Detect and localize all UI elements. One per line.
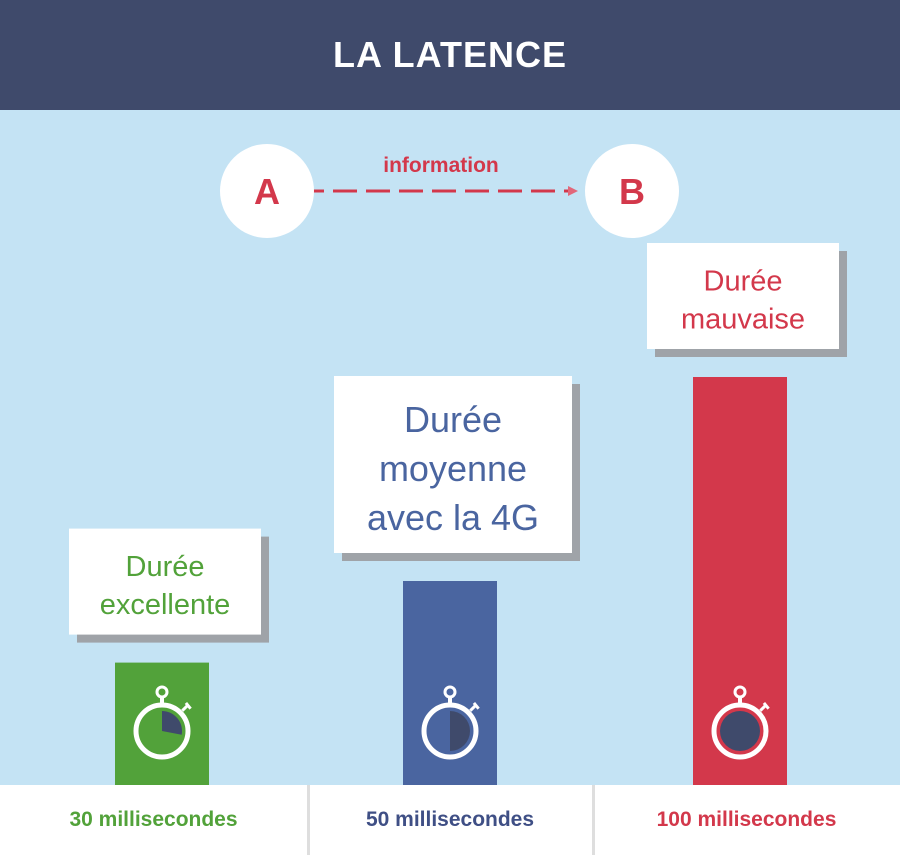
footer-divider bbox=[592, 785, 595, 855]
stopwatch-icon-2 bbox=[421, 685, 480, 760]
point-b-label: B bbox=[619, 171, 645, 212]
stopwatch-icon-3 bbox=[711, 685, 770, 760]
bar-label-1-line-1: Durée bbox=[126, 551, 205, 583]
bar-label-3-line-2: mauvaise bbox=[681, 304, 805, 336]
footer-divider bbox=[307, 785, 310, 855]
point-a-circle bbox=[220, 144, 314, 238]
bar-label-2-line-1: Durée bbox=[404, 399, 502, 440]
point-b-circle bbox=[585, 144, 679, 238]
label-box-3 bbox=[647, 243, 839, 349]
bar-2 bbox=[403, 581, 497, 785]
footer-values: 30 millisecondes 50 millisecondes 100 mill… bbox=[0, 785, 900, 855]
footer-value-2: 50 millisecondes bbox=[365, 808, 535, 831]
bar-label-1-line-2: excellente bbox=[100, 589, 231, 621]
header-banner: LA LATENCE bbox=[0, 0, 900, 110]
point-a-label: A bbox=[254, 171, 280, 212]
footer-value-1: 30 millisecondes bbox=[69, 808, 238, 831]
bar-label-3-line-1: Durée bbox=[704, 266, 783, 298]
bar-label-2-line-2: moyenne bbox=[379, 448, 527, 489]
bar-labels: Durée excellente Durée moyenne avec la 4G Dur… bbox=[69, 243, 847, 643]
page-title: LA LATENCE bbox=[333, 34, 567, 75]
bars bbox=[115, 377, 787, 785]
stopwatch-icon-1 bbox=[133, 685, 192, 760]
label-box-2 bbox=[334, 376, 572, 553]
bar-label-2-line-3: avec la 4G bbox=[367, 497, 539, 538]
label-box-1 bbox=[69, 528, 261, 635]
footer-value-3: 100 millisecondes bbox=[656, 808, 837, 831]
arrow-label: information bbox=[383, 154, 499, 177]
stopwatches bbox=[133, 685, 770, 760]
